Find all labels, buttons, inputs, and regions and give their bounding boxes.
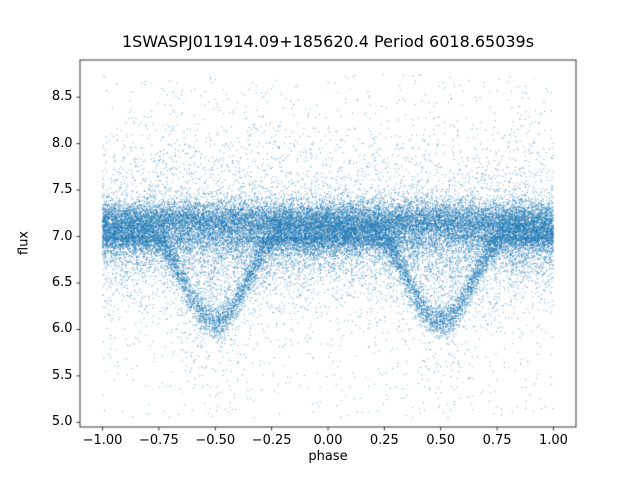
y-axis-label: flux — [16, 230, 32, 256]
x-axis-label: phase — [308, 449, 348, 464]
chart-title: 1SWASPJ011914.09+185620.4 Period 6018.65… — [121, 32, 535, 51]
